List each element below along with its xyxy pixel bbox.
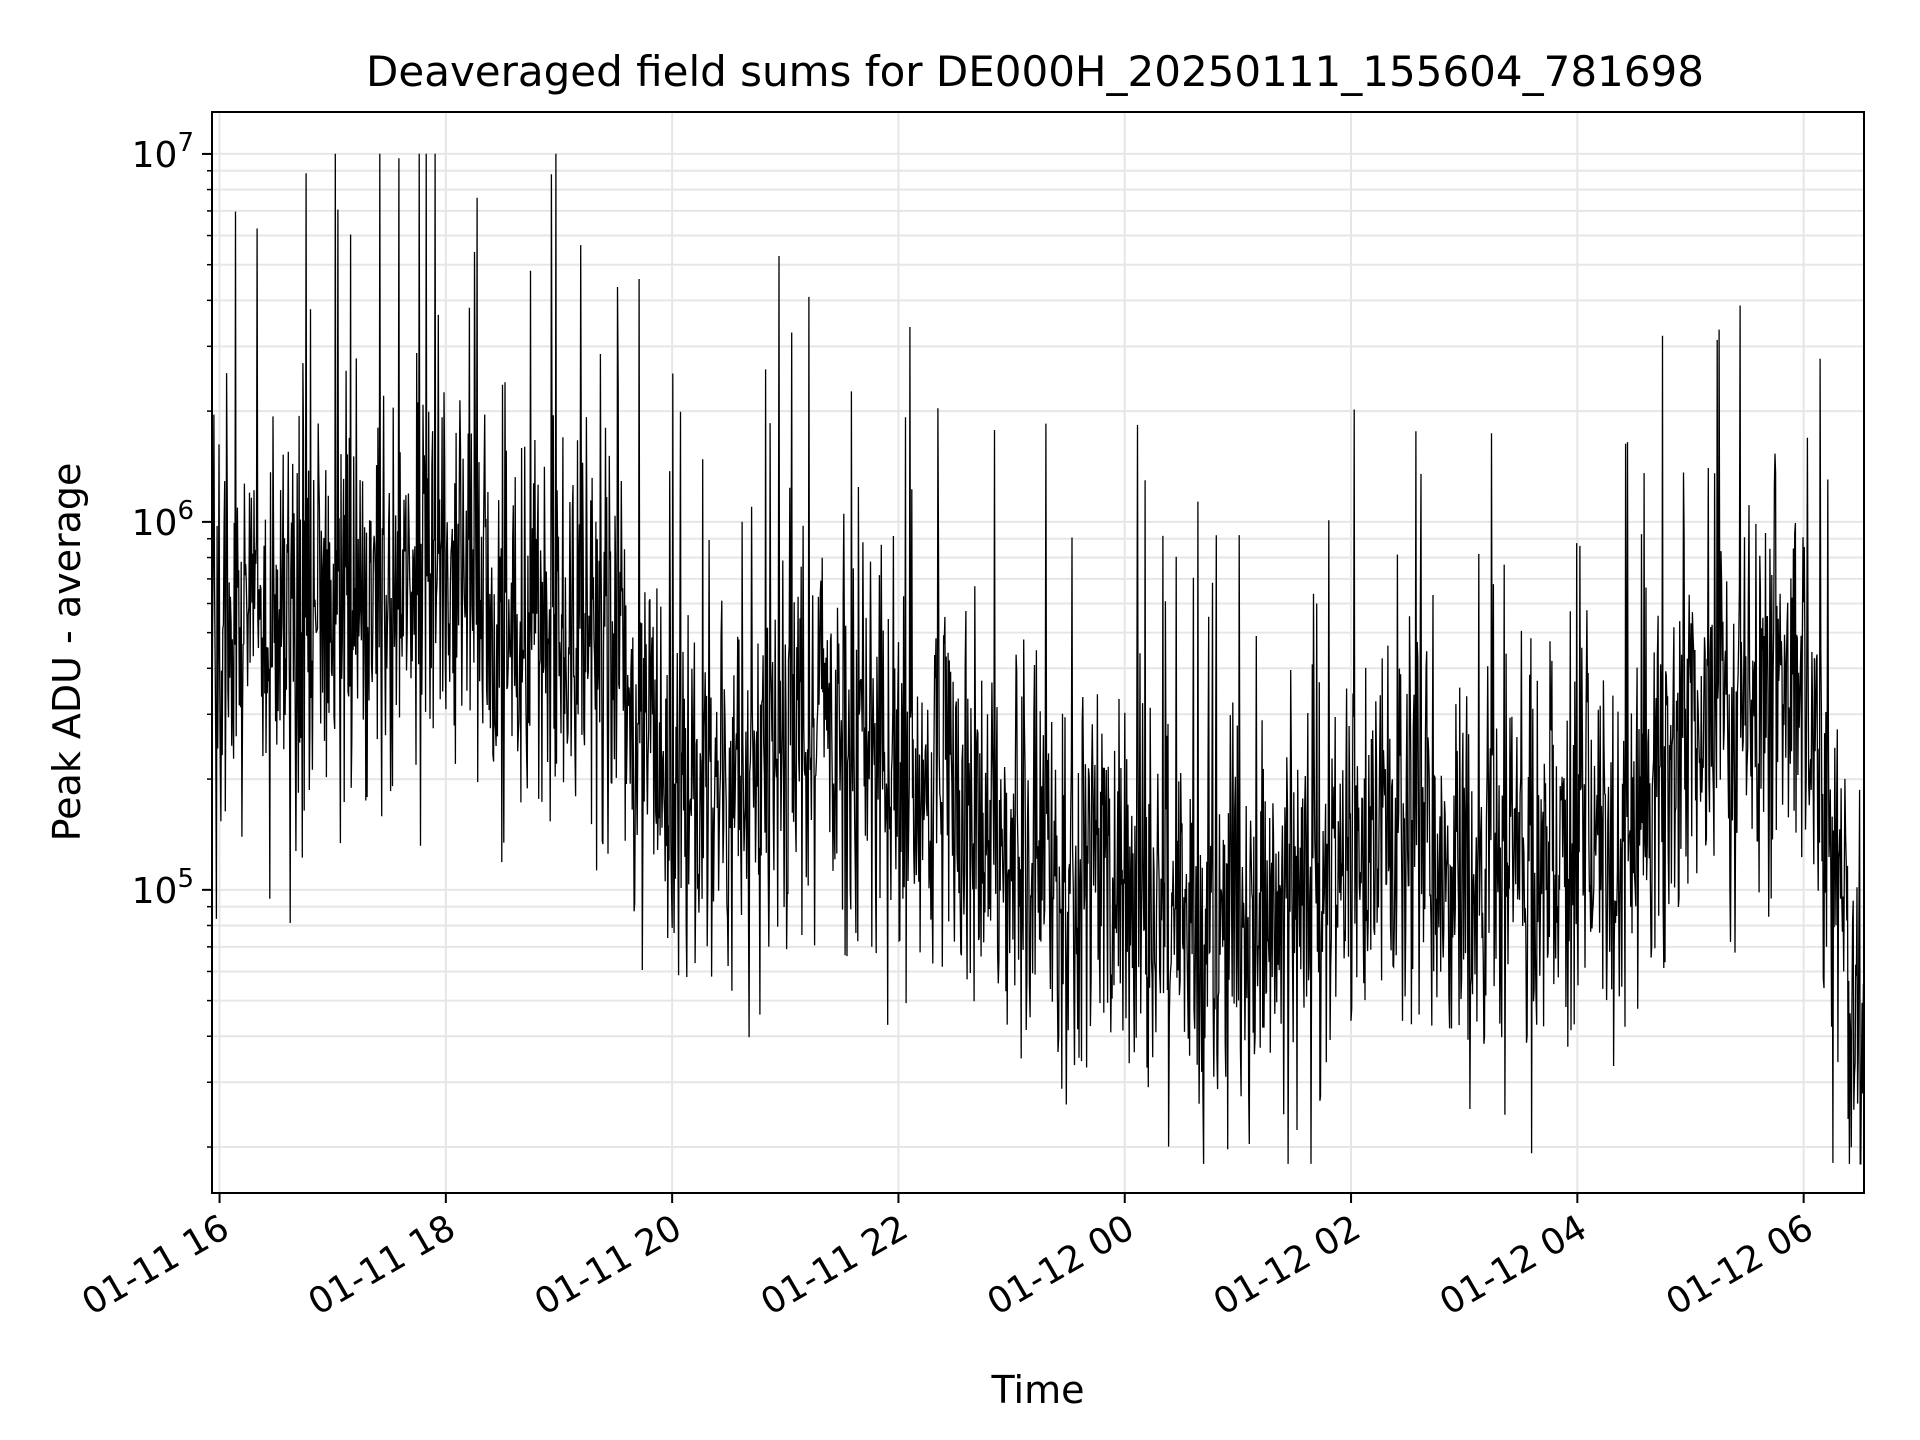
series-layer [211,153,1865,1165]
plot-frame [211,111,1865,1194]
chart-title: Deaveraged field sums for DE000H_2025011… [366,47,1704,96]
y-tick-label: 105 [132,864,194,912]
grid [212,112,1864,1193]
y-axis: 105 106 107 [132,128,212,1148]
y-tick-label: 106 [132,496,194,544]
x-axis-label: Time [991,1368,1085,1412]
series-line [211,153,1865,1165]
y-axis-label: Peak ADU - average [45,463,89,842]
y-tick-label: 107 [132,128,194,176]
